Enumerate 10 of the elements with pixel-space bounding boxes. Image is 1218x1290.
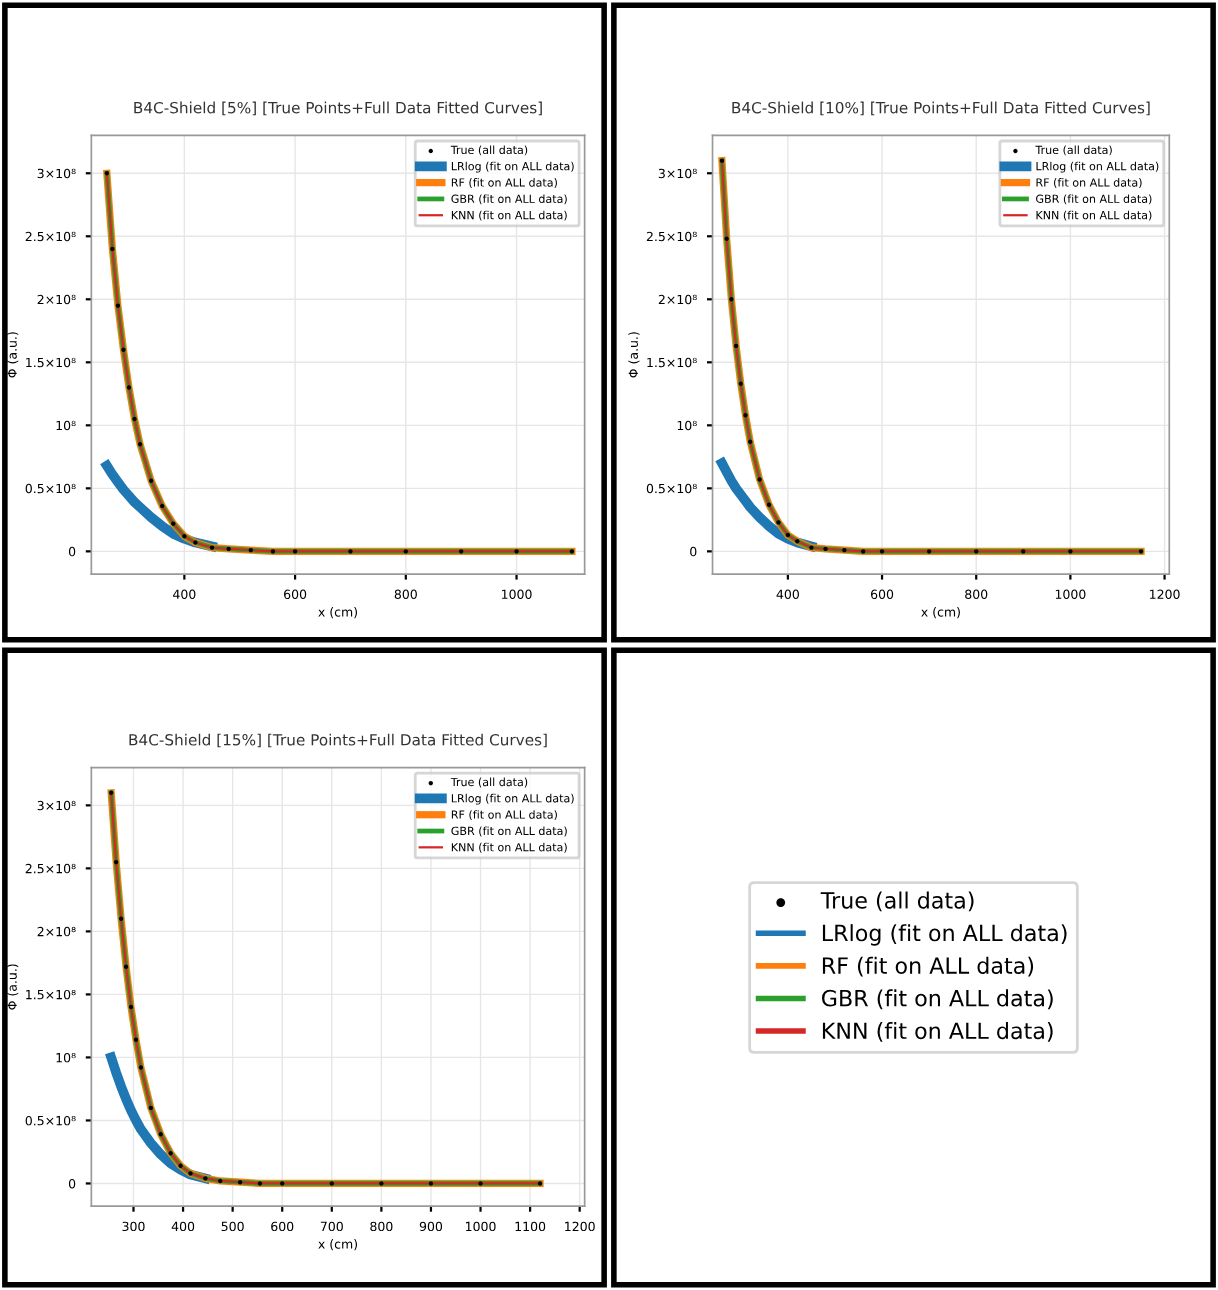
text: KNN (fit on ALL data) [822, 1021, 1053, 1042]
text: LRlog (fit on ALL data) [822, 924, 1067, 946]
text: True (all data) [820, 891, 974, 912]
text: RF (fit on ALL data) [822, 956, 1034, 977]
point [128, 1004, 134, 1010]
point [733, 343, 739, 349]
point [148, 1105, 154, 1111]
point [785, 532, 791, 538]
point [113, 859, 119, 865]
text: GBR (fit on ALL data) [822, 989, 1053, 1010]
